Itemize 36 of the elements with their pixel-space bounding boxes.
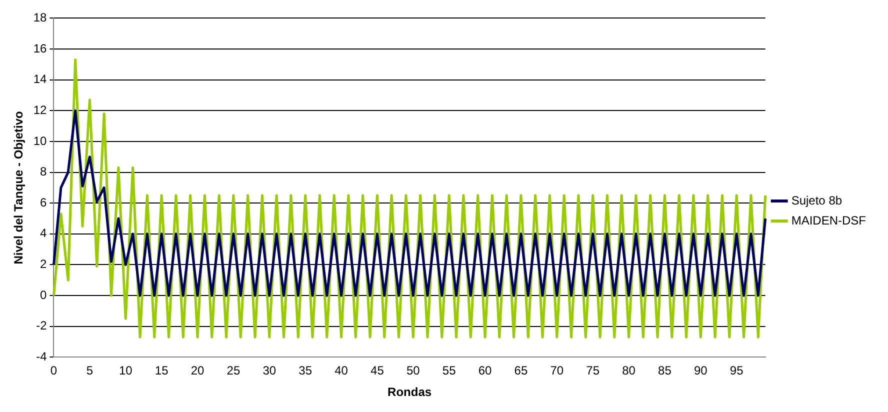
x-tick-label: 55 — [442, 364, 456, 378]
y-tick-label: 8 — [40, 164, 48, 179]
legend-label: Sujeto 8b — [791, 193, 842, 208]
x-tick-label: 35 — [298, 364, 312, 378]
y-tick-label: 4 — [40, 226, 48, 240]
legend-label: MAIDEN-DSF — [791, 213, 866, 228]
x-tick-label: 25 — [226, 364, 240, 378]
x-axis-title: Rondas — [388, 385, 432, 400]
x-tick-label: 10 — [118, 364, 133, 378]
y-tick-label: -2 — [36, 318, 48, 333]
x-tick-label: 95 — [730, 364, 744, 378]
x-tick-label: 0 — [50, 364, 58, 378]
x-tick-label: 45 — [370, 364, 384, 378]
x-tick-label: 80 — [622, 364, 636, 378]
x-tick-label: 60 — [478, 364, 492, 378]
x-tick-label: 15 — [154, 364, 169, 378]
y-tick-label: 16 — [33, 41, 48, 56]
y-tick-label: 12 — [33, 102, 48, 117]
x-tick-label: 85 — [658, 364, 672, 378]
x-tick-label: 20 — [190, 364, 204, 378]
x-tick-label: 75 — [586, 364, 600, 378]
y-tick-label: -4 — [36, 350, 48, 364]
y-tick-label: 18 — [33, 10, 48, 25]
y-tick-label: 14 — [33, 72, 48, 86]
y-tick-label: 6 — [40, 195, 48, 210]
x-tick-label: 90 — [694, 364, 708, 378]
x-tick-label: 70 — [550, 364, 564, 378]
x-tick-label: 65 — [514, 364, 528, 378]
y-tick-label: 10 — [33, 134, 48, 148]
x-tick-label: 30 — [262, 364, 276, 378]
y-tick-label: 0 — [40, 288, 48, 302]
x-tick-label: 5 — [86, 364, 94, 378]
y-tick-label: 2 — [40, 257, 48, 272]
x-tick-label: 50 — [406, 364, 420, 378]
x-tick-label: 40 — [334, 364, 348, 378]
y-axis-title: Nivel del Tanque - Objetivo — [12, 111, 26, 264]
